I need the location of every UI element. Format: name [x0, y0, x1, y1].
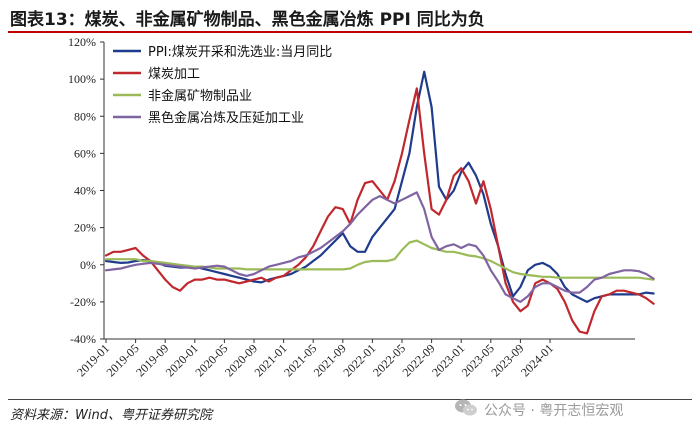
- chart-title: 图表13：煤炭、非金属矿物制品、黑色金属冶炼 PPI 同比为负: [10, 10, 485, 30]
- y-tick-label: -40%: [70, 332, 96, 346]
- watermark-text: 公众号 · 粤开志恒宏观: [484, 403, 624, 419]
- title-underline: [8, 31, 692, 33]
- y-tick-label: 120%: [68, 35, 96, 49]
- y-tick-label: 40%: [74, 184, 96, 198]
- legend-label-1: PPI:煤炭开采和洗选业:当月同比: [148, 45, 332, 60]
- chart-title-bar: 图表13：煤炭、非金属矿物制品、黑色金属冶炼 PPI 同比为负: [0, 0, 700, 33]
- series-line-3: [104, 239, 655, 281]
- line-chart: -40%-20%0%20%40%60%80%100%120%2019-01201…: [68, 35, 655, 379]
- source-note: 资料来源：Wind、粤开证券研究院: [10, 408, 212, 423]
- y-tick-label: -20%: [70, 295, 96, 309]
- x-tick-label: 2024-01: [518, 341, 556, 379]
- y-tick-label: 100%: [68, 72, 96, 86]
- y-tick-label: 60%: [74, 146, 96, 160]
- watermark: 公众号 · 粤开志恒宏观: [450, 393, 692, 425]
- legend-label-4: 黑色金属冶炼及压延加工业: [148, 110, 304, 126]
- y-tick-label: 0%: [80, 258, 96, 272]
- wechat-icon: [455, 399, 477, 416]
- footer-divider: [8, 399, 692, 400]
- y-tick-label: 20%: [74, 221, 96, 235]
- series-line-2: [104, 87, 655, 335]
- legend-label-3: 非金属矿物制品业: [148, 88, 252, 104]
- y-tick-label: 80%: [74, 109, 96, 123]
- series-line-4: [104, 191, 655, 303]
- legend-label-2: 煤炭加工: [148, 67, 200, 82]
